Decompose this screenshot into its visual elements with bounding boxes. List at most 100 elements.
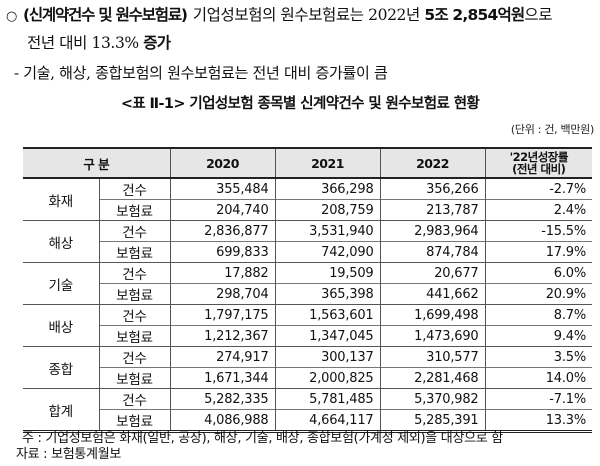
value-2021: 4,664,117 <box>274 409 381 432</box>
table-title: <표 Ⅱ-1> 기업성보험 종목별 신계약건수 및 원수보험료 현황 <box>120 96 480 112</box>
header-2022: 2022 <box>379 148 486 179</box>
value-2022: 213,787 <box>379 199 486 221</box>
value-2022: 310,577 <box>379 346 486 368</box>
value-growth: 3.5% <box>484 346 593 368</box>
value-2020: 298,704 <box>169 283 276 305</box>
summary-line-1: ○ (신계약건수 및 원수보험료) 기업성보험의 원수보험료는 2022년 5조 2… <box>6 2 600 30</box>
header-growth-line1: '22년성장률 <box>509 150 569 164</box>
value-2022: 874,784 <box>379 241 486 263</box>
value-2021: 1,347,045 <box>274 325 381 347</box>
value-growth: 20.9% <box>484 283 593 305</box>
value-2021: 19,509 <box>274 262 381 284</box>
value-2022: 356,266 <box>379 177 486 200</box>
table-row: 기술 건수 17,882 19,509 20,677 6.0% <box>23 262 593 305</box>
value-2020: 5,282,335 <box>169 388 276 410</box>
table-row: 배상 건수 1,797,175 1,563,601 1,699,498 8.7% <box>23 304 593 347</box>
header-growth: '22년성장률 (전년 대비) <box>484 148 593 179</box>
value-2022: 1,699,498 <box>379 304 486 326</box>
table-row-total: 합계 건수 5,282,335 5,781,485 5,370,982 -7.1… <box>23 388 593 432</box>
category-cell-total: 합계 <box>23 388 99 432</box>
insurance-table: 구 분 2020 2021 2022 '22년성장률 (전년 대비) 화재 건수… <box>23 147 593 433</box>
value-2022: 441,662 <box>379 283 486 305</box>
sub-label: 건수 <box>98 177 171 200</box>
category-cell: 종합 <box>23 346 99 389</box>
value-2021: 5,781,485 <box>274 388 381 410</box>
value-2020: 1,671,344 <box>169 367 276 389</box>
table-unit: (단위 : 건, 백만원) <box>510 123 594 136</box>
table-note: 주 : 기업성보험은 화재(일반, 공장), 해상, 기술, 배상, 종합보험(… <box>22 431 503 446</box>
value-2020: 1,797,175 <box>169 304 276 326</box>
sub-label: 건수 <box>98 262 171 284</box>
value-2021: 3,531,940 <box>274 220 381 242</box>
table-source: 자료 : 보험통계월보 <box>16 447 122 462</box>
value-2020: 355,484 <box>169 177 276 200</box>
summary-line2-text: 전년 대비 13.3% <box>27 34 144 52</box>
table-row: 화재 건수 355,484 366,298 356,266 -2.7% <box>23 177 593 221</box>
sub-label: 보험료 <box>98 241 171 263</box>
value-2021: 2,000,825 <box>274 367 381 389</box>
sub-label: 건수 <box>98 346 171 368</box>
value-growth: 14.0% <box>484 367 593 389</box>
value-2022: 2,983,964 <box>379 220 486 242</box>
value-2020: 4,086,988 <box>169 409 276 432</box>
value-growth: 9.4% <box>484 325 593 347</box>
sub-label: 보험료 <box>98 283 171 305</box>
header-growth-line2: (전년 대비) <box>512 162 566 176</box>
value-2022: 2,281,468 <box>379 367 486 389</box>
value-growth: 17.9% <box>484 241 593 263</box>
value-2022: 5,285,391 <box>379 409 486 432</box>
table-row: 보험료 1,212,367 1,347,045 1,473,690 9.4% <box>23 325 593 347</box>
value-2022: 5,370,982 <box>379 388 486 410</box>
value-growth: -7.1% <box>484 388 593 410</box>
value-2021: 1,563,601 <box>274 304 381 326</box>
table-row: 보험료 1,671,344 2,000,825 2,281,468 14.0% <box>23 367 593 389</box>
sub-bullet: - 기술, 해상, 종합보험의 원수보험료는 전년 대비 증가률이 큼 <box>14 64 388 82</box>
category-cell: 해상 <box>23 220 99 263</box>
table-row: 보험료 204,740 208,759 213,787 2.4% <box>23 199 593 221</box>
value-growth: -15.5% <box>484 220 593 242</box>
summary-line2-bold: 증가 <box>143 34 171 52</box>
value-2021: 365,398 <box>274 283 381 305</box>
value-growth: 2.4% <box>484 199 593 221</box>
category-cell: 배상 <box>23 304 99 347</box>
category-cell: 기술 <box>23 262 99 305</box>
table-header-row: 구 분 2020 2021 2022 '22년성장률 (전년 대비) <box>23 148 593 179</box>
summary-lead: (신계약건수 및 원수보험료) <box>22 6 188 24</box>
value-2020: 17,882 <box>169 262 276 284</box>
header-2020: 2020 <box>169 148 276 179</box>
category-cell: 화재 <box>23 177 99 221</box>
value-2020: 699,833 <box>169 241 276 263</box>
sub-label: 보험료 <box>98 325 171 347</box>
header-2021: 2021 <box>274 148 381 179</box>
summary-text-1: 기업성보험의 원수보험료는 2022년 <box>192 6 425 24</box>
value-2020: 1,212,367 <box>169 325 276 347</box>
value-growth: 6.0% <box>484 262 593 284</box>
value-growth: 8.7% <box>484 304 593 326</box>
sub-label: 보험료 <box>98 367 171 389</box>
summary-text-2: 으로 <box>524 6 553 24</box>
value-growth: -2.7% <box>484 177 593 200</box>
value-2020: 204,740 <box>169 199 276 221</box>
table-row: 보험료 699,833 742,090 874,784 17.9% <box>23 241 593 263</box>
summary-paragraph: ○ (신계약건수 및 원수보험료) 기업성보험의 원수보험료는 2022년 5조 2… <box>6 2 600 56</box>
summary-line-2: 전년 대비 13.3% 증가 <box>6 30 600 56</box>
value-2020: 2,836,877 <box>169 220 276 242</box>
table-row-total: 보험료 4,086,988 4,664,117 5,285,391 13.3% <box>23 409 593 432</box>
value-2021: 208,759 <box>274 199 381 221</box>
value-2021: 366,298 <box>274 177 381 200</box>
table-row: 보험료 298,704 365,398 441,662 20.9% <box>23 283 593 305</box>
value-2021: 300,137 <box>274 346 381 368</box>
sub-label: 보험료 <box>98 409 171 432</box>
summary-amount: 5조 2,854억원 <box>424 6 525 24</box>
header-category: 구 분 <box>23 148 171 179</box>
table-row: 해상 건수 2,836,877 3,531,940 2,983,964 -15.… <box>23 220 593 263</box>
sub-label: 건수 <box>98 304 171 326</box>
value-2022: 1,473,690 <box>379 325 486 347</box>
value-2022: 20,677 <box>379 262 486 284</box>
circle-bullet-icon: ○ <box>6 9 17 24</box>
value-2020: 274,917 <box>169 346 276 368</box>
sub-label: 보험료 <box>98 199 171 221</box>
table-row: 종합 건수 274,917 300,137 310,577 3.5% <box>23 346 593 389</box>
value-2021: 742,090 <box>274 241 381 263</box>
sub-label: 건수 <box>98 220 171 242</box>
